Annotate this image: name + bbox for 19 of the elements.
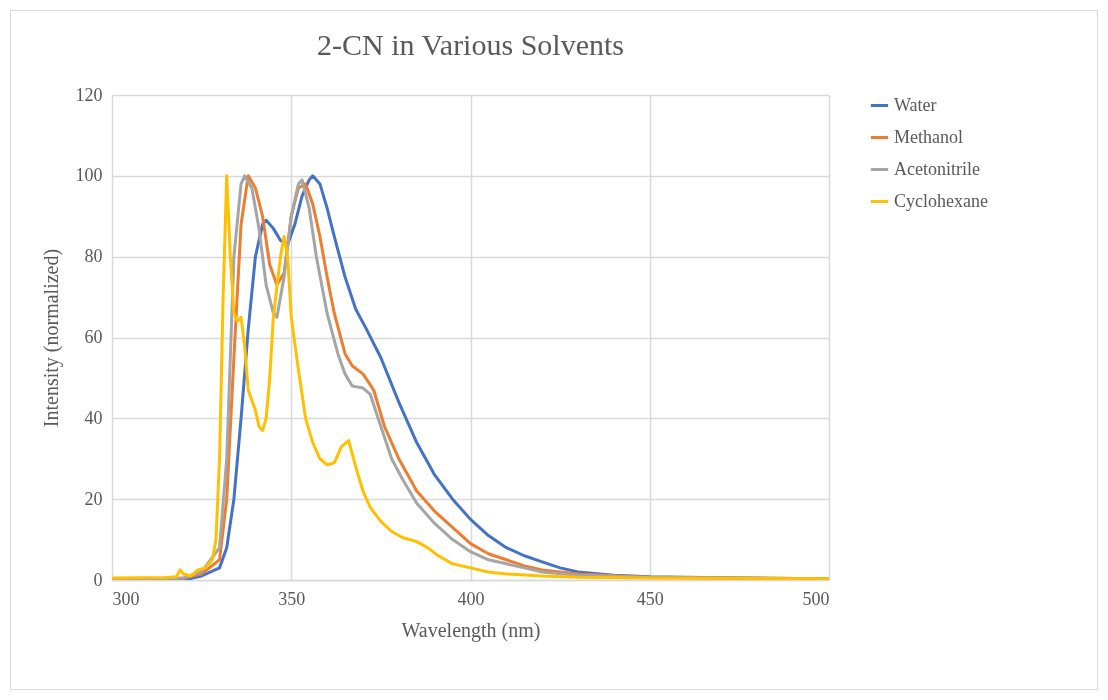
- y-axis-title: Intensity (normalized): [39, 248, 63, 428]
- x-axis-title: Wavelength (nm): [401, 618, 541, 642]
- chart-title: 2-CN in Various Solvents: [317, 28, 624, 61]
- y-tick-label: 100: [75, 165, 103, 186]
- x-tick-label: 350: [278, 588, 306, 609]
- y-tick-label: 60: [84, 327, 103, 347]
- y-tick-label: 40: [84, 407, 103, 428]
- legend-label: Cyclohexane: [894, 190, 988, 211]
- x-tick-label: 400: [457, 588, 485, 609]
- legend-label: Methanol: [894, 126, 963, 147]
- y-tick-label: 0: [93, 569, 103, 590]
- x-tick-label: 300: [112, 588, 140, 609]
- y-tick-label: 80: [84, 246, 103, 267]
- x-tick-label: 450: [636, 588, 664, 609]
- x-tick-label: 500: [802, 588, 830, 609]
- y-tick-label: 120: [75, 84, 103, 105]
- legend-label: Acetonitrile: [894, 158, 980, 179]
- y-tick-label: 20: [84, 488, 103, 509]
- legend-label: Water: [894, 94, 937, 115]
